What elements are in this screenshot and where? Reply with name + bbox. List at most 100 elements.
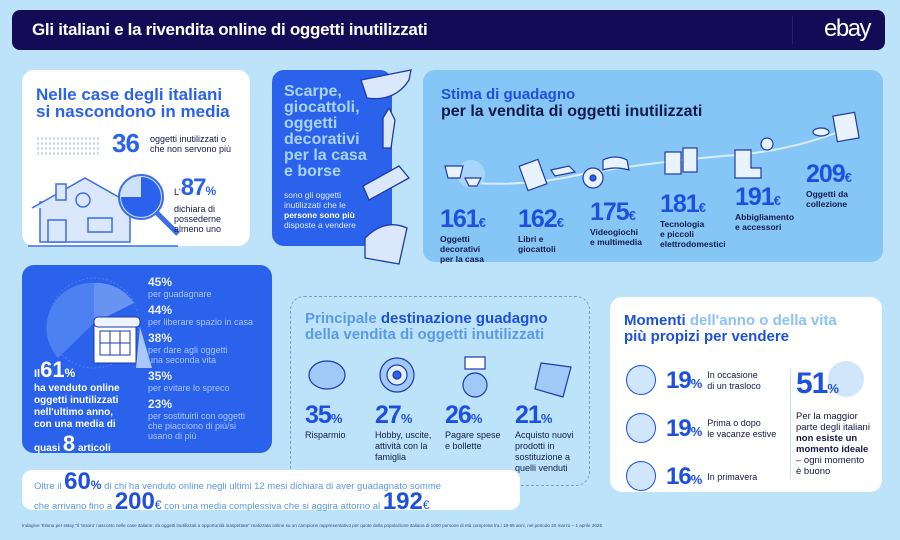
percent: 27 [375,401,402,429]
prefix: Il [34,368,41,380]
estimate-value: 162€ [518,205,564,234]
avg-articles: 8 [62,431,76,456]
estimate-label: Oggetti decorativi per la casa [440,234,485,264]
reason-label: per sostituirli con oggetti che piacciono… [148,411,268,441]
items-count: 36 [112,128,140,158]
text-line: quelli venduti [515,463,568,473]
text-line: usano di più [148,431,197,441]
percent: 16 [666,463,692,490]
text-line: elettrodomestici [660,239,726,249]
text-line: che piacciono di più/si [148,421,237,431]
items-count-label: oggetti inutilizzati o che non servono p… [150,134,231,154]
text-line: oggetti [284,115,338,132]
moment-label: In primavera [707,472,757,483]
reason-item: 38% per dare agli oggetti una seconda vita [148,331,268,365]
destination-item: 27% Hobby, uscite, attività con la famiglia [375,401,431,463]
moment-value: 19% [666,415,702,443]
destination-value: 35% [305,401,346,430]
categories-card: Scarpe, giocattoli, oggetti decorativi per l… [272,70,392,246]
estimate-title-accent: Stima di guadagno [441,86,576,103]
text-line: giocattoli [518,244,556,254]
text-line: Per la maggior [796,411,858,422]
destination-title: Principale destinazione guadagno della v… [305,311,548,343]
destination-item: 26% Pagare spese e bollette [445,401,501,452]
text-line: attività con la [375,441,428,451]
text-line: con una media di [34,419,116,430]
sold-percent: 61 [40,357,65,382]
text-line: per dare agli oggetti [148,345,228,355]
text-line: decorativi [440,244,481,254]
moment-item: 16% In primavera [666,463,757,491]
text-line: Risparmio [305,430,346,440]
text: di chi ha venduto online negli ultimi 12… [104,481,442,492]
ebay-logo: ebay [824,15,872,42]
moment-item: 19% In occasione di un trasloco [666,367,761,395]
currency: € [698,200,706,215]
percent-sign: % [540,411,553,426]
title-part: dell'anno o della vita [689,312,837,329]
box-icon [626,365,656,395]
text-line: per evitare lo spreco [148,383,230,393]
text-line: giocattoli, [284,99,360,116]
amount: 162 [518,205,558,233]
text-line: sono gli oggetti [284,190,342,200]
percent-sign: % [205,184,216,198]
sold-stat: Il61% ha venduto online oggetti inutilizz… [34,357,120,457]
text-line: sostituzione a [515,452,571,462]
growth-line-icon [444,111,860,192]
reason-item: 23% per sostituirli con oggetti che piacci… [148,397,268,441]
text-line: è buono [796,466,831,477]
reason-percent: 44% [148,303,173,317]
estimate-item: 162€ Libri e giocattoli [518,205,564,254]
moments-card: Momenti dell'anno o della vita più propi… [610,297,882,492]
amount: 191 [735,183,775,211]
estimate-title: per la vendita di oggetti inutilizzati [441,103,703,120]
header-bar: Gli italiani e la rivendita online di og… [12,10,885,50]
avg-amount: 192 [382,488,423,515]
title-part: Momenti [624,312,690,329]
text-line: decorativi [284,131,360,148]
text-line: Tecnologia [660,219,705,229]
decor-circle [828,361,864,397]
text-line: Oggetti da [806,189,849,199]
estimate-item: 175€ Videogiochi e multimedia [590,198,642,247]
currency: € [422,498,430,512]
page-title: Gli italiani e la rivendita online di og… [32,20,428,39]
text-line: non esiste un [796,433,858,444]
destination-item: 35% Risparmio [305,401,346,441]
text-line: In occasione [707,370,758,380]
percent: 19 [666,367,692,394]
destination-icons [308,356,572,398]
estimate-value: 191€ [735,183,794,212]
estimate-label: Abbigliamento e accessori [735,212,794,232]
text-line: Prima o dopo [707,418,761,428]
text-line: Acquisto nuovi [515,430,574,440]
text-line: parte degli italiani [796,422,870,433]
text-line: ha venduto online [34,383,120,394]
reason-label: per guadagnare [148,289,268,299]
house-magnifier-icon [28,174,180,247]
percent: 35 [305,401,332,429]
footnote: Indagine Toluna per eBay "Il 'tesoro' na… [22,523,603,528]
text-line: Scarpe, [284,83,342,100]
categories-description: sono gli oggetti inutilizzati che le perso… [284,190,356,230]
moment-item: 19% Prima o dopo le vacanze estive [666,415,776,443]
divider [790,369,791,479]
reason-label: per liberare spazio in casa [148,317,268,327]
moment-label: In occasione di un trasloco [707,370,761,392]
moment-value: 16% [666,463,702,491]
currency: € [844,170,852,185]
text-line: e piccoli [660,229,695,239]
title-line: si nascondono in media [36,102,230,121]
dots-decoration [36,136,100,156]
estimate-item: 209€ Oggetti da collezione [806,160,852,209]
divider [792,16,793,44]
title-part: della vendita di oggetti inutilizzati [305,326,545,343]
destination-item: 21% Acquisto nuovi prodotti in sostituzione… [515,401,574,474]
text-line: per liberare spazio in casa [148,317,254,327]
text-line: Videogiochi [590,227,639,237]
calendar-pie-icon [46,277,152,369]
text-line: oggetti inutilizzati [34,395,119,406]
text: Oltre il [34,481,62,492]
